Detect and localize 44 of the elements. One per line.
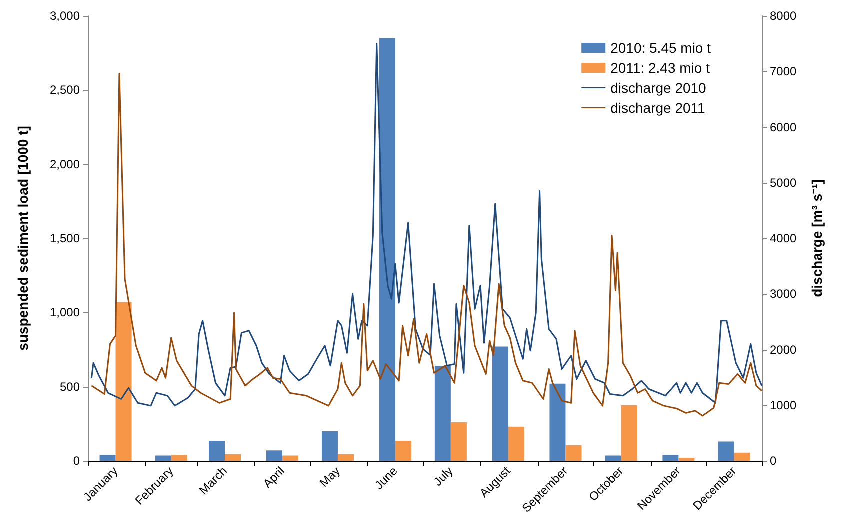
bar	[550, 384, 566, 461]
y-axis-title: suspended sediment load [1000 t]	[15, 126, 31, 351]
bar	[605, 456, 622, 461]
y-tick-label: 2,000	[50, 157, 80, 172]
y2-tick-label: 1000	[770, 398, 798, 412]
x-tick-label: May	[317, 464, 343, 490]
y-tick-label: 500	[60, 380, 80, 394]
bar	[282, 456, 298, 461]
bar	[338, 454, 354, 461]
bar	[718, 442, 734, 461]
legend-label: 2010: 5.45 mio t	[610, 40, 712, 56]
bar	[322, 431, 338, 461]
bar	[379, 38, 396, 461]
bar	[450, 422, 467, 461]
y2-tick-label: 2000	[770, 342, 798, 357]
y2-tick-label: 4000	[770, 232, 798, 246]
bar	[225, 454, 242, 461]
y-tick-label: 3,000	[50, 9, 80, 23]
bar	[621, 405, 638, 461]
y2-tick-label: 5000	[770, 176, 798, 190]
y2-tick-label: 7000	[770, 64, 798, 79]
y2-tick-label: 6000	[770, 120, 798, 134]
y2-tick-label: 3000	[770, 287, 798, 302]
y2-tick-label: 0	[770, 454, 777, 468]
y2-axis-title: discharge [m³ s⁻¹]	[809, 180, 825, 298]
y-tick-label: 2,500	[50, 83, 80, 98]
bar	[434, 366, 451, 461]
y-tick-label: 0	[73, 454, 80, 468]
bar	[209, 440, 226, 461]
x-tick-label: July	[430, 464, 456, 490]
bar	[508, 426, 524, 461]
bar	[678, 458, 695, 461]
bar	[395, 440, 412, 461]
legend-label: discharge 2010	[610, 80, 707, 96]
y-tick-label: 1,500	[50, 232, 80, 246]
y2-tick-label: 8000	[770, 9, 798, 23]
bar	[662, 455, 679, 461]
bar	[566, 445, 582, 461]
bar	[266, 450, 282, 461]
bar	[492, 346, 508, 461]
y-tick-label: 1,000	[50, 306, 80, 320]
bar	[734, 452, 750, 461]
legend-label: discharge 2011	[610, 100, 706, 116]
legend-label: 2011: 2.43 mio t	[610, 60, 710, 76]
